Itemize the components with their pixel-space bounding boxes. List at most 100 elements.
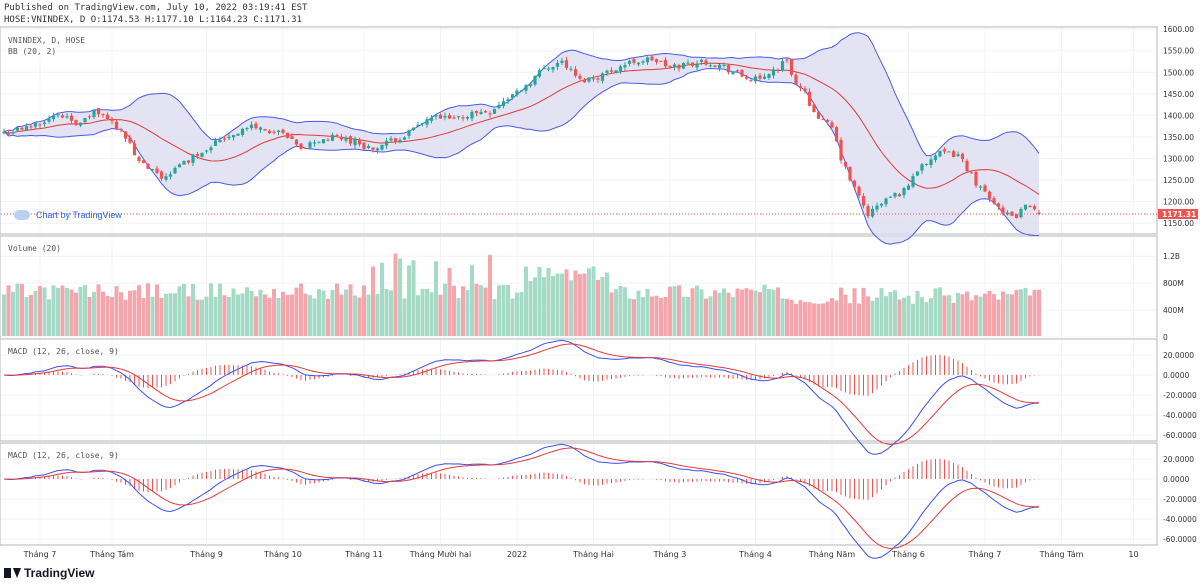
candle-body	[47, 118, 51, 122]
candle-body	[726, 65, 731, 73]
candle-body	[51, 115, 56, 120]
volume-bar	[240, 293, 245, 336]
volume-bar	[848, 303, 852, 336]
volume-bar	[749, 289, 753, 336]
macd1-y-tick-label: -40.0000	[1163, 411, 1197, 420]
candle-body	[897, 194, 902, 197]
time-tick-label: Tháng Hai	[572, 550, 614, 559]
volume-bar	[879, 288, 884, 336]
candle-body	[731, 71, 735, 74]
candle-body	[231, 135, 236, 138]
candle-body	[146, 163, 150, 169]
macd1-pane-title: MACD (12, 26, close, 9)	[8, 347, 119, 356]
volume-bar	[24, 297, 29, 336]
candle-body	[24, 126, 29, 131]
candle-body	[978, 186, 983, 188]
volume-bar	[123, 299, 128, 336]
volume-bar	[573, 270, 578, 336]
macd1-y-tick-label: 0.0000	[1163, 371, 1189, 380]
price-y-tick-label: 1250.00	[1163, 176, 1194, 185]
candle-body	[15, 127, 20, 131]
macd2-signal-line	[3, 447, 1039, 549]
candle-body	[542, 67, 546, 69]
candle-body	[429, 117, 434, 121]
candle-body	[362, 142, 366, 149]
volume-bar	[335, 283, 339, 336]
volume-bar	[717, 292, 722, 336]
volume-bar	[533, 277, 537, 336]
volume-bar	[911, 303, 915, 336]
candle-body	[33, 122, 38, 127]
volume-bar	[11, 291, 15, 336]
volume-bar	[20, 283, 24, 336]
macd2-y-tick-label: 20.0000	[1163, 455, 1194, 464]
volume-bar	[105, 295, 110, 336]
candle-body	[74, 120, 78, 125]
tradingview-watermark[interactable]: Chart by TradingView	[14, 210, 122, 220]
candle-body	[929, 159, 933, 165]
candle-body	[420, 123, 425, 125]
macd2-macd-line	[3, 443, 1040, 559]
volume-bar	[236, 294, 240, 336]
candle-body	[308, 142, 312, 148]
candle-body	[204, 150, 209, 152]
volume-bar	[483, 287, 488, 336]
candle-body	[830, 122, 834, 128]
candle-body	[807, 91, 812, 106]
candle-body	[758, 75, 762, 79]
candle-body	[366, 145, 371, 148]
candle-body	[623, 65, 627, 68]
candle-body	[1005, 212, 1010, 215]
volume-bar	[114, 286, 119, 336]
candle-body	[294, 139, 299, 145]
volume-bar	[654, 295, 659, 336]
candle-body	[357, 139, 362, 145]
candle-body	[137, 156, 141, 162]
candle-body	[195, 153, 200, 156]
candle-body	[564, 60, 569, 68]
candle-body	[794, 74, 798, 85]
volume-bar	[524, 266, 528, 336]
candle-body	[659, 60, 663, 62]
volume-bar	[875, 297, 879, 336]
volume-bar	[546, 268, 551, 336]
price-y-tick-label: 1500.00	[1163, 68, 1194, 77]
volume-bar	[29, 294, 33, 336]
candle-body	[434, 114, 438, 117]
candle-body	[695, 63, 699, 68]
volume-bar	[393, 253, 398, 336]
candle-body	[330, 134, 335, 141]
volume-bar	[74, 292, 78, 336]
volume-y-tick-label: 400M	[1163, 306, 1184, 315]
candle-body	[213, 140, 218, 146]
volume-bar	[555, 273, 560, 336]
volume-bar	[600, 276, 605, 336]
volume-bar	[974, 295, 978, 336]
candle-body	[105, 114, 110, 119]
candle-body	[1023, 204, 1028, 210]
volume-bar	[398, 258, 402, 336]
volume-bar	[285, 294, 290, 336]
candle-body	[65, 116, 69, 118]
candle-body	[402, 137, 407, 140]
candle-body	[947, 151, 951, 153]
candle-body	[578, 75, 582, 79]
volume-bar	[452, 285, 456, 336]
candle-body	[38, 124, 42, 126]
candle-body	[101, 113, 105, 115]
volume-bar	[191, 284, 195, 336]
macd1-y-tick-label: -60.0000	[1163, 431, 1197, 440]
candle-body	[740, 69, 744, 77]
time-tick-label: Tháng 3	[653, 550, 687, 559]
candle-body	[371, 147, 375, 150]
volume-bar	[321, 290, 326, 336]
candle-body	[321, 139, 326, 144]
volume-bar	[2, 294, 6, 336]
candle-body	[87, 116, 92, 118]
candle-body	[1001, 207, 1005, 214]
candle-body	[1032, 206, 1037, 210]
candle-body	[893, 192, 897, 197]
volume-bar	[326, 298, 330, 336]
candle-body	[411, 127, 416, 130]
